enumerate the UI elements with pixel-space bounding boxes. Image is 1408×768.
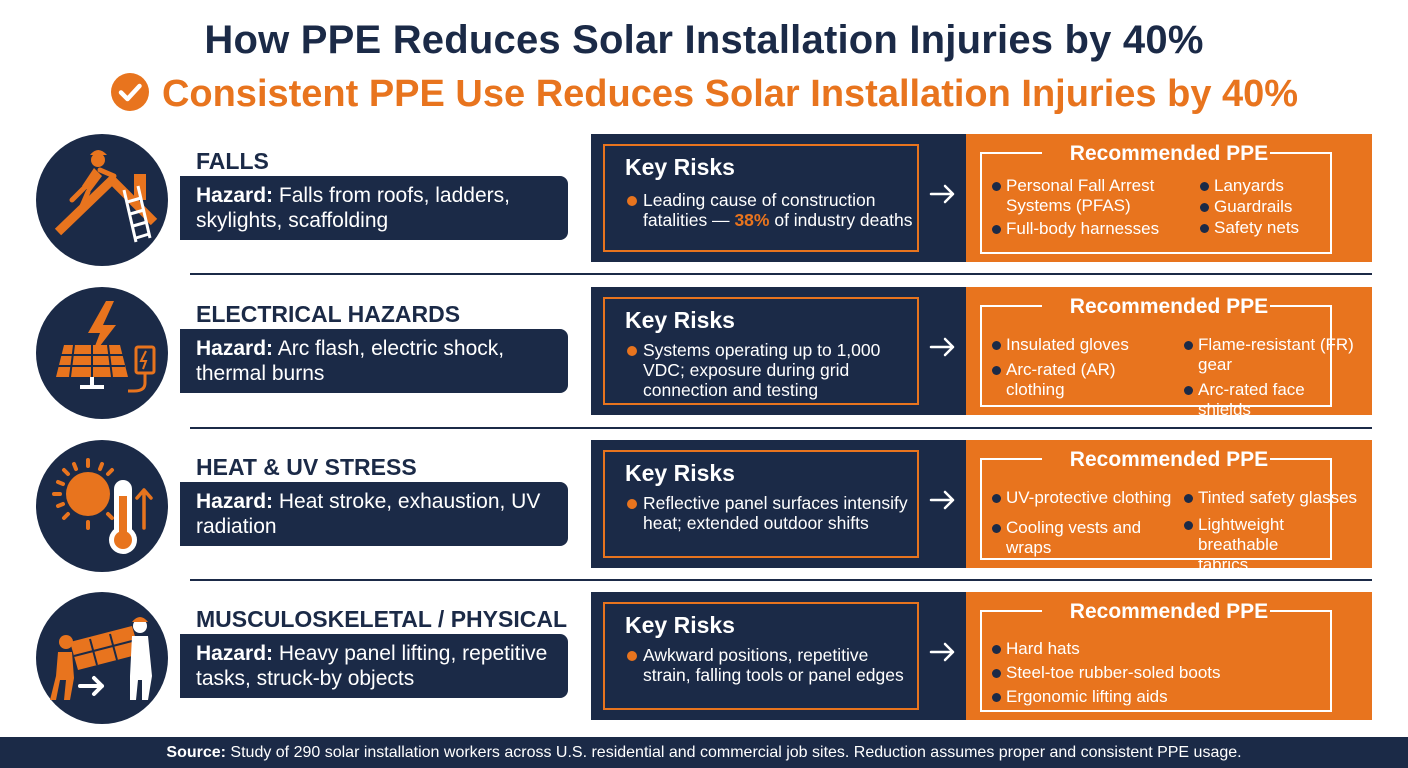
ppe-item: Flame-resistant (FR) gear: [1182, 335, 1358, 375]
hazard-icon-circle: [36, 592, 168, 724]
hazard-label: Hazard:: [196, 642, 274, 665]
recommended-ppe-panel: Recommended PPE Personal Fall Arrest Sys…: [966, 134, 1372, 262]
ppe-item: Arc-rated (AR) clothing: [990, 360, 1140, 400]
ppe-frame: [980, 610, 1332, 712]
ppe-item: Guardrails: [1198, 197, 1358, 217]
subtitle-text: Consistent PPE Use Reduces Solar Install…: [161, 73, 1299, 115]
hazard-text: Falls from roofs, ladders, skylights, sc…: [196, 184, 510, 232]
check-circle-icon: [110, 73, 149, 111]
key-risks-text: Systems operating up to 1,000 VDC; expos…: [625, 340, 917, 400]
key-risks-title: Key Risks: [625, 612, 735, 638]
key-risks-title: Key Risks: [625, 154, 735, 180]
hazard-label: Hazard:: [196, 337, 274, 360]
arrow-right-icon: [929, 642, 955, 662]
row-divider: [190, 579, 1372, 581]
ppe-item: Lightweight breathable fabrics: [1182, 515, 1332, 575]
page-title: How PPE Reduces Solar Installation Injur…: [204, 18, 1204, 62]
ppe-frame: [980, 458, 1332, 560]
ppe-item: Hard hats: [990, 639, 1330, 659]
hazard-icon-circle: [36, 134, 168, 266]
ppe-title: Recommended PPE: [1069, 448, 1269, 471]
ppe-item: Insulated gloves: [990, 335, 1170, 355]
ppe-item: Safety nets: [1198, 218, 1358, 238]
arrow-right-icon: [929, 337, 955, 357]
hazard-name: HEAT & UV STRESS: [196, 454, 417, 480]
ppe-frame: [980, 305, 1332, 407]
hazard-row-electrical: ELECTRICAL HAZARDS Hazard: Arc flash, el…: [0, 287, 1408, 427]
ppe-frame: [980, 152, 1332, 254]
ppe-item: Personal Fall Arrest Systems (PFAS): [990, 176, 1180, 216]
workers-carrying-panel-icon: [50, 617, 152, 700]
hazard-row-musculoskeletal: MUSCULOSKELETAL / PHYSICAL Hazard: Heavy…: [0, 592, 1408, 732]
key-risks-box: Key Risks Reflective panel surfaces inte…: [603, 450, 919, 558]
hazard-icon-circle: [36, 440, 168, 572]
key-risks-text: Reflective panel surfaces intensify heat…: [625, 493, 917, 533]
hazard-text: Heavy panel lifting, repetitive tasks, s…: [196, 642, 548, 690]
key-risks-box: Key Risks Systems operating up to 1,000 …: [603, 297, 919, 405]
roofer-fall-icon: [54, 150, 158, 243]
key-risks-title: Key Risks: [625, 460, 735, 486]
hazard-row-falls: FALLS Hazard: Falls from roofs, ladders,…: [0, 134, 1408, 274]
ppe-item: Ergonomic lifting aids: [990, 687, 1330, 707]
hazard-description: Hazard: Arc flash, electric shock, therm…: [180, 329, 568, 393]
hazard-name: FALLS: [196, 148, 269, 174]
row-divider: [190, 273, 1372, 275]
arrow-right-icon: [929, 184, 955, 204]
hazard-text: Heat stroke, exhaustion, UV radiation: [196, 490, 541, 538]
recommended-ppe-panel: Recommended PPE Hard hats Steel-toe rubb…: [966, 592, 1372, 720]
key-risks-title: Key Risks: [625, 307, 735, 333]
key-risks-box: Key Risks Leading cause of construction …: [603, 144, 919, 252]
risk-highlight: 38%: [734, 210, 770, 230]
hazard-row-heat-uv: HEAT & UV STRESS Hazard: Heat stroke, ex…: [0, 440, 1408, 580]
key-risks-panel: Key Risks Awkward positions, repetitive …: [591, 592, 966, 720]
ppe-title: Recommended PPE: [1069, 142, 1269, 165]
source-footer: Source: Study of 290 solar installation …: [0, 737, 1408, 768]
ppe-item: Cooling vests and wraps: [990, 518, 1150, 558]
hazard-description: Hazard: Heavy panel lifting, repetitive …: [180, 634, 568, 698]
ppe-item: UV-protective clothing: [990, 488, 1182, 508]
ppe-title: Recommended PPE: [1069, 295, 1269, 318]
hazard-name: ELECTRICAL HAZARDS: [196, 301, 461, 327]
row-divider: [190, 427, 1372, 429]
bullet-dot: [627, 651, 637, 661]
hazard-label: Hazard:: [196, 490, 274, 513]
recommended-ppe-panel: Recommended PPE Insulated gloves Arc-rat…: [966, 287, 1372, 419]
hazard-text: Arc flash, electric shock, thermal burns: [196, 337, 505, 385]
key-risks-panel: Key Risks Reflective panel surfaces inte…: [591, 440, 966, 568]
hazard-name: MUSCULOSKELETAL / PHYSICAL: [196, 606, 567, 632]
page-subtitle: Consistent PPE Use Reduces Solar Install…: [0, 72, 1408, 116]
ppe-item: Steel-toe rubber-soled boots: [990, 663, 1330, 683]
ppe-item: Tinted safety glasses: [1182, 488, 1362, 508]
source-label: Source:: [166, 744, 226, 761]
key-risks-text: Awkward positions, repetitive strain, fa…: [625, 645, 917, 685]
hazard-icon-circle: [36, 287, 168, 419]
key-risks-box: Key Risks Awkward positions, repetitive …: [603, 602, 919, 710]
bullet-dot: [627, 346, 637, 356]
key-risks-panel: Key Risks Leading cause of construction …: [591, 134, 966, 262]
bullet-dot: [627, 499, 637, 509]
hazard-label: Hazard:: [196, 184, 274, 207]
key-risks-panel: Key Risks Systems operating up to 1,000 …: [591, 287, 966, 415]
hazard-description: Hazard: Heat stroke, exhaustion, UV radi…: [180, 482, 568, 546]
arrow-right-icon: [929, 490, 955, 510]
bullet-dot: [627, 196, 637, 206]
source-text: Study of 290 solar installation workers …: [230, 744, 1242, 761]
key-risks-text: Leading cause of construction fatalities…: [625, 190, 917, 230]
sun-thermometer-icon: [52, 458, 153, 554]
ppe-item: Full-body harnesses: [990, 219, 1180, 239]
ppe-item: Arc-rated face shields: [1182, 380, 1358, 420]
electric-panel-icon: [56, 301, 156, 393]
hazard-description: Hazard: Falls from roofs, ladders, skyli…: [180, 176, 568, 240]
ppe-item: Lanyards: [1198, 176, 1358, 196]
recommended-ppe-panel: Recommended PPE UV-protective clothing C…: [966, 440, 1372, 574]
ppe-title: Recommended PPE: [1069, 600, 1269, 623]
